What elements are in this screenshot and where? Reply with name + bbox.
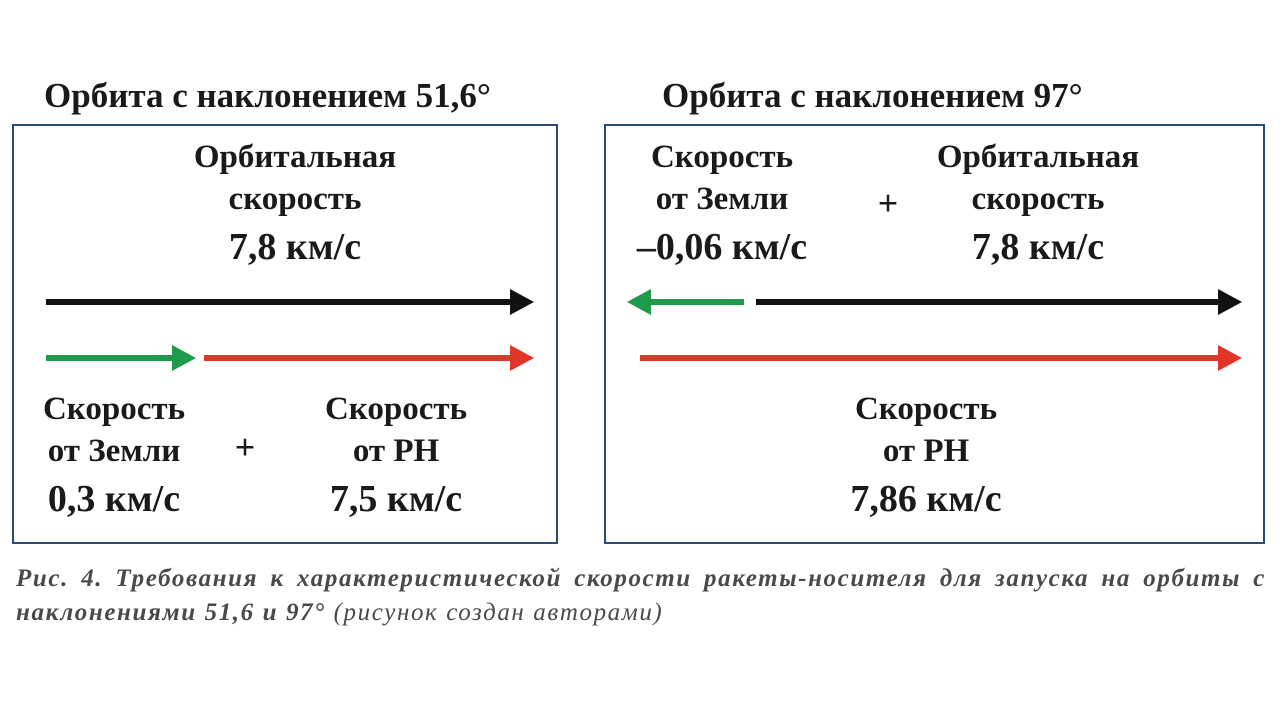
left-panel: Орбитальная скорость 7,8 км/с Скорость о… xyxy=(12,124,558,544)
earth-speed-label-line2: от Земли xyxy=(47,433,181,469)
orbital-speed-value: 7,8 км/с xyxy=(971,226,1105,268)
earth-speed-label-line2: от Земли xyxy=(655,181,789,217)
earth-speed-value: 0,3 км/с xyxy=(47,478,181,520)
rn-speed-arrow xyxy=(640,345,1242,371)
plus-sign: + xyxy=(877,183,899,223)
earth-speed-arrow xyxy=(46,345,196,371)
earth-speed-label-line1: Скорость xyxy=(650,139,794,175)
rn-speed-value: 7,5 км/с xyxy=(329,478,463,520)
right-panel-title: Орбита с наклонением 97° xyxy=(662,76,1083,115)
orbital-speed-label-line1: Орбитальная xyxy=(936,139,1140,175)
rn-speed-label-line2: от РН xyxy=(352,433,440,469)
caption-text: Рис. 4. Требования к характеристической … xyxy=(16,565,1266,626)
earth-speed-arrow-backward xyxy=(627,289,744,315)
orbital-speed-label-line1: Орбитальная xyxy=(193,139,397,175)
orbital-speed-label-line2: скорость xyxy=(228,181,362,217)
orbital-speed-value: 7,8 км/с xyxy=(228,226,362,268)
orbital-speed-arrow xyxy=(46,289,534,315)
rn-speed-arrow xyxy=(204,345,534,371)
rn-speed-value: 7,86 км/с xyxy=(850,478,1002,520)
orbital-speed-arrow xyxy=(756,289,1242,315)
earth-speed-value: –0,06 км/с xyxy=(636,226,808,268)
plus-sign: + xyxy=(234,427,256,467)
orbital-speed-label-line2: скорость xyxy=(971,181,1105,217)
rn-speed-label-line1: Скорость xyxy=(324,391,468,427)
rn-speed-label-line1: Скорость xyxy=(854,391,998,427)
caption-note: (рисунок создан авторами) xyxy=(333,599,664,626)
rn-speed-label-line2: от РН xyxy=(882,433,970,469)
earth-speed-label-line1: Скорость xyxy=(42,391,186,427)
figure-caption: Рис. 4. Требования к характеристической … xyxy=(16,562,1266,630)
right-panel: Скорость от Земли –0,06 км/с + Орбитальн… xyxy=(604,124,1265,544)
left-panel-title: Орбита с наклонением 51,6° xyxy=(44,76,491,115)
